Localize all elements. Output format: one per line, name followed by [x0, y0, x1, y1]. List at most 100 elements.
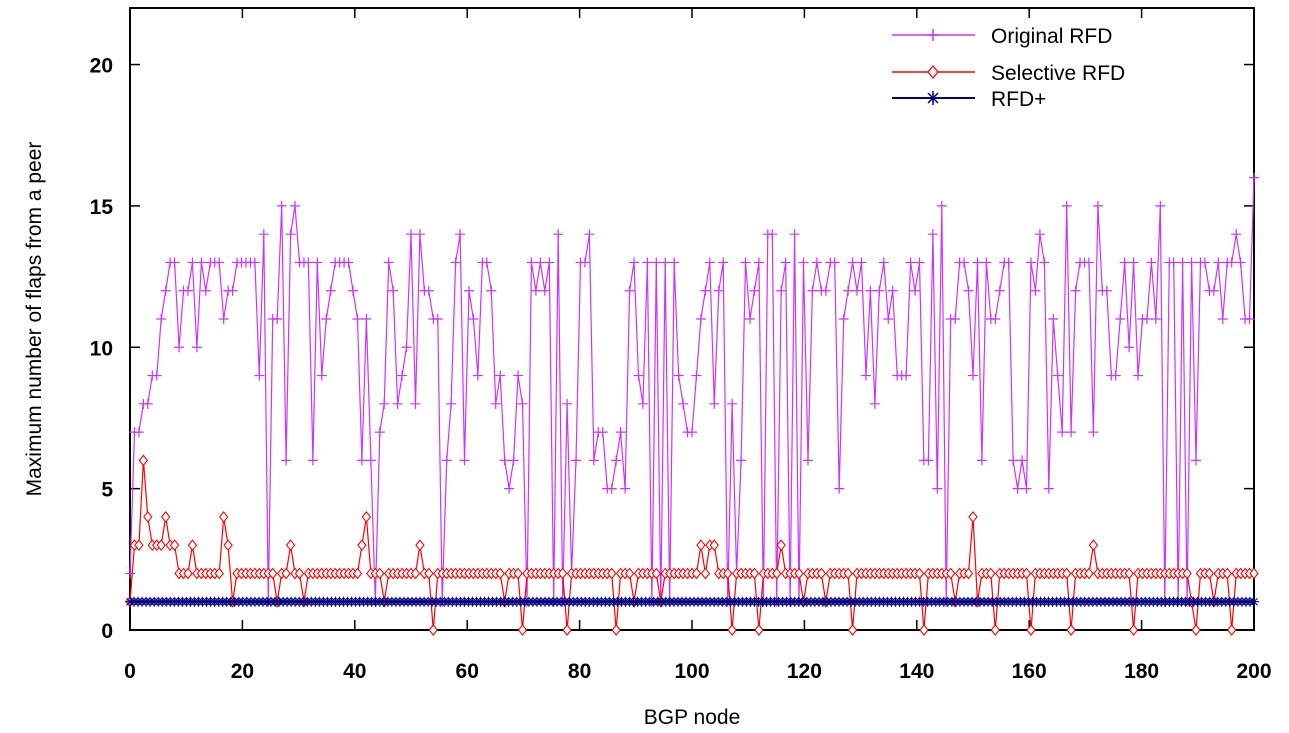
point-original-rfd: [406, 229, 416, 240]
point-original-rfd: [1191, 455, 1202, 466]
point-original-rfd: [606, 483, 617, 494]
point-original-rfd: [695, 314, 706, 324]
point-selective-rfd: [214, 567, 224, 580]
point-original-rfd: [767, 229, 778, 240]
point-original-rfd: [455, 229, 466, 240]
point-selective-rfd: [281, 567, 291, 580]
point-original-rfd: [687, 427, 697, 438]
point-original-rfd: [383, 257, 394, 268]
point-original-rfd: [780, 257, 791, 268]
point-original-rfd: [637, 398, 648, 409]
point-original-rfd: [388, 285, 399, 296]
point-original-rfd: [713, 285, 724, 296]
point-original-rfd: [776, 285, 787, 296]
point-original-rfd: [1235, 257, 1246, 268]
point-original-rfd: [642, 257, 653, 268]
point-original-rfd: [1057, 427, 1068, 438]
y-tick-label: 10: [90, 337, 113, 360]
point-original-rfd: [1012, 483, 1023, 494]
point-selective-rfd: [1124, 567, 1134, 580]
point-original-rfd: [486, 285, 497, 296]
point-original-rfd: [584, 229, 595, 240]
point-original-rfd: [963, 285, 974, 296]
point-original-rfd: [441, 455, 452, 466]
point-original-rfd: [629, 257, 640, 268]
point-original-rfd: [1177, 257, 1188, 268]
point-original-rfd: [718, 257, 729, 268]
point-original-rfd: [990, 314, 1001, 324]
point-original-rfd: [490, 398, 501, 409]
point-original-rfd: [1017, 455, 1028, 466]
point-selective-rfd: [143, 511, 153, 523]
point-original-rfd: [187, 257, 198, 268]
point-original-rfd: [1141, 314, 1152, 324]
y-tick-label: 20: [90, 55, 113, 78]
point-selective-rfd: [963, 567, 974, 580]
point-original-rfd: [789, 229, 800, 240]
point-rfd-plus: [1249, 596, 1259, 607]
point-original-rfd: [432, 314, 443, 324]
point-original-rfd: [914, 257, 925, 268]
point-original-rfd: [802, 455, 813, 466]
point-selective-rfd: [772, 567, 782, 580]
point-original-rfd: [1039, 257, 1050, 268]
point-original-rfd: [1249, 172, 1259, 183]
point-original-rfd: [1030, 285, 1041, 296]
point-selective-rfd: [218, 511, 229, 523]
point-selective-rfd: [183, 567, 193, 580]
point-original-rfd: [495, 370, 506, 381]
point-original-rfd: [1048, 314, 1059, 324]
point-original-rfd: [1083, 257, 1094, 268]
point-original-rfd: [272, 314, 283, 324]
point-original-rfd: [142, 398, 153, 409]
point-original-rfd: [1034, 229, 1045, 240]
point-original-rfd: [910, 285, 921, 296]
point-selective-rfd: [1204, 567, 1215, 580]
point-selective-rfd: [1222, 567, 1232, 580]
point-original-rfd: [539, 285, 550, 296]
point-original-rfd: [1070, 285, 1081, 296]
point-selective-rfd: [776, 539, 786, 552]
point-original-rfd: [513, 370, 524, 381]
point-original-rfd: [1061, 200, 1072, 211]
point-selective-rfd: [691, 567, 702, 580]
point-original-rfd: [499, 455, 510, 466]
point-original-rfd: [579, 257, 590, 268]
point-selective-rfd: [285, 539, 296, 552]
point-original-rfd: [820, 285, 831, 296]
point-selective-rfd: [843, 567, 853, 580]
point-original-rfd: [544, 257, 555, 268]
point-original-rfd: [535, 257, 546, 268]
point-original-rfd: [472, 370, 483, 381]
point-original-rfd: [1066, 427, 1077, 438]
point-selective-rfd: [160, 511, 171, 523]
point-selective-rfd: [357, 539, 367, 552]
point-selective-rfd: [352, 567, 363, 580]
point-original-rfd: [379, 398, 390, 409]
point-original-rfd: [981, 257, 992, 268]
point-selective-rfd: [1249, 567, 1259, 580]
point-selective-rfd: [1021, 567, 1032, 580]
point-original-rfd: [874, 285, 885, 296]
point-original-rfd: [200, 285, 211, 296]
point-original-rfd: [562, 398, 573, 409]
point-original-rfd: [1025, 257, 1036, 268]
point-original-rfd: [838, 314, 849, 324]
x-tick-label: 40: [343, 660, 366, 683]
point-original-rfd: [276, 200, 287, 211]
y-axis-title: Maximum number of flaps from a peer: [23, 142, 46, 497]
x-axis-ticks: 0 20 40 60 80 100 120 140 160 180 200: [124, 8, 1272, 683]
point-selective-rfd: [700, 567, 711, 580]
point-original-rfd: [1231, 229, 1242, 240]
point-original-rfd: [307, 455, 318, 466]
point-original-rfd: [361, 314, 372, 324]
x-tick-label: 140: [899, 660, 934, 683]
point-original-rfd: [1199, 257, 1210, 268]
point-original-rfd: [1213, 257, 1224, 268]
point-original-rfd: [254, 370, 265, 381]
point-selective-rfd: [816, 567, 827, 580]
point-original-rfd: [290, 200, 301, 211]
point-original-rfd: [169, 257, 180, 268]
point-original-rfd: [1052, 370, 1063, 381]
